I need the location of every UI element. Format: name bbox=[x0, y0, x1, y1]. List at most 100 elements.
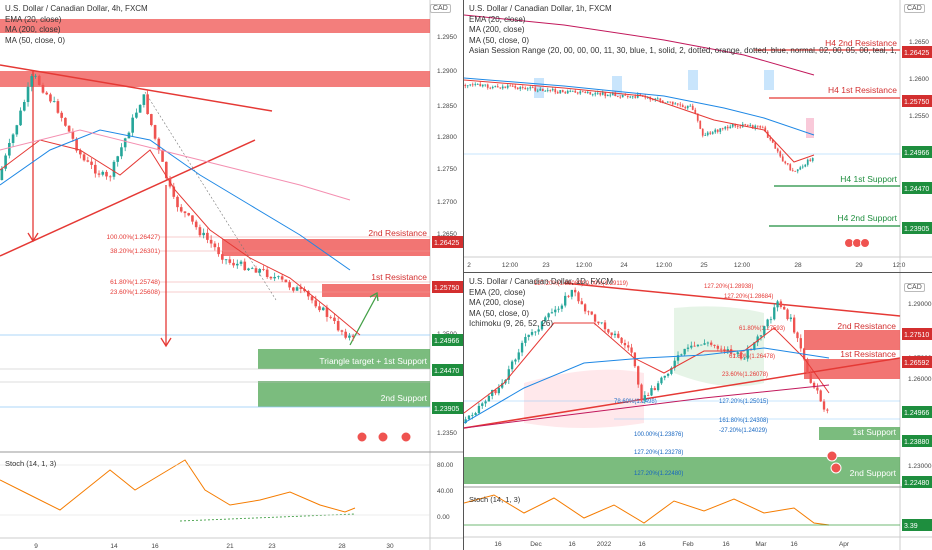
chart-panel-4h[interactable]: 2nd Resistance 1st Resistance Triangle tar… bbox=[0, 0, 463, 550]
candle-1d-candle bbox=[789, 317, 793, 320]
arrow-head bbox=[160, 337, 172, 348]
candle-1d-candle bbox=[769, 319, 773, 321]
candle-4h-candle bbox=[164, 161, 168, 179]
fib-label: -27.20%(1.24029) bbox=[719, 428, 767, 434]
candle-1h-candle bbox=[471, 84, 474, 86]
chart-1h-canvas[interactable]: H4 2nd Resistance H4 1st Resistance H4 1st… bbox=[464, 0, 932, 272]
candle-1h-candle bbox=[546, 90, 549, 91]
chart-4h-canvas[interactable]: 2nd Resistance 1st Resistance Triangle tar… bbox=[0, 0, 463, 550]
candle-1h-candle bbox=[631, 96, 634, 98]
ma-200-line bbox=[464, 14, 815, 76]
candle-1h-candle bbox=[716, 129, 719, 132]
candle-1d-candle bbox=[500, 383, 504, 388]
chart-panel-1d[interactable]: 2nd Resistance 1st Resistance 1st Support 2… bbox=[464, 273, 932, 550]
x-tick: 25 bbox=[700, 262, 708, 269]
y-tick: 1.2950 bbox=[437, 34, 457, 41]
candle-1d-candle bbox=[703, 343, 706, 345]
ema-20-line bbox=[0, 139, 361, 336]
candle-4h-candle bbox=[79, 150, 82, 155]
candle-1h-candle bbox=[796, 169, 799, 172]
asian-session-box bbox=[688, 70, 698, 90]
candle-1h-candle bbox=[701, 128, 704, 136]
x-tick: 30 bbox=[386, 543, 394, 550]
candle-1h-candle bbox=[714, 129, 717, 133]
candle-1h-candle bbox=[596, 92, 599, 94]
candle-1h-candle bbox=[591, 94, 594, 96]
y-tick: 1.2800 bbox=[437, 134, 457, 141]
candle-1d-candle bbox=[547, 313, 550, 318]
candle-1d-candle bbox=[617, 333, 620, 338]
arrow-head bbox=[369, 291, 379, 302]
candle-1h-candle bbox=[529, 87, 532, 89]
price-tag-bg bbox=[432, 236, 463, 248]
candle-1h-candle bbox=[779, 151, 782, 157]
candle-1h-candle bbox=[574, 90, 577, 93]
candle-4h-candle bbox=[254, 268, 258, 273]
candle-1h-candle bbox=[761, 127, 764, 129]
candle-1h-candle bbox=[669, 101, 672, 103]
candle-4h-candle bbox=[187, 213, 191, 216]
candle-1h-candle bbox=[719, 128, 722, 132]
event-flag-icon bbox=[826, 450, 838, 462]
price-tag-bg bbox=[902, 146, 932, 158]
x-tick: 14 bbox=[110, 543, 118, 550]
candle-1d-candle bbox=[514, 359, 517, 362]
price-tag: 1.26592 bbox=[904, 360, 929, 367]
fib-label: 78.60%(1.2498) bbox=[614, 399, 657, 405]
candle-1d-candle bbox=[799, 338, 802, 349]
y-tick: 1.2350 bbox=[437, 430, 457, 437]
session-box-pink bbox=[806, 118, 814, 138]
candle-1d-candle bbox=[477, 405, 481, 414]
candle-1h-candle bbox=[804, 164, 807, 167]
candle-1h-candle bbox=[489, 87, 492, 89]
fib-618: 61.80%(1.25748) bbox=[110, 279, 160, 286]
stoch-line bbox=[0, 459, 356, 513]
price-tag-bg bbox=[902, 328, 932, 340]
candle-4h-candle bbox=[265, 269, 269, 277]
candle-1d-candle bbox=[540, 321, 544, 330]
zone-1st-resistance bbox=[322, 284, 430, 297]
event-flag-icon bbox=[830, 462, 842, 474]
candle-1d-candle bbox=[786, 309, 789, 320]
price-tag: 1.24470 bbox=[904, 186, 929, 193]
candle-1d-candle bbox=[653, 388, 656, 391]
candle-1d-candle bbox=[686, 347, 690, 349]
price-tag-bg bbox=[432, 334, 463, 346]
candle-1h-candle bbox=[466, 85, 469, 87]
candle-1d-candle bbox=[696, 344, 700, 347]
candle-1h-candle bbox=[676, 103, 679, 105]
candle-1h-candle bbox=[506, 85, 509, 88]
price-tag: 1.25750 bbox=[904, 99, 929, 106]
candle-1d-candle bbox=[524, 336, 527, 343]
chart-1d-canvas[interactable]: 2nd Resistance 1st Resistance 1st Support 2… bbox=[464, 273, 932, 550]
trendline-lower bbox=[0, 139, 256, 257]
candle-1d-candle bbox=[590, 311, 593, 315]
y-tick: 1.2650 bbox=[909, 39, 929, 46]
candle-4h-candle bbox=[239, 261, 243, 264]
candle-4h-candle bbox=[344, 331, 347, 338]
candle-1h-candle bbox=[754, 125, 757, 129]
candle-1h-candle bbox=[566, 90, 569, 94]
candle-1h-candle bbox=[774, 142, 777, 149]
candle-1h-candle bbox=[521, 87, 524, 88]
candle-4h-candle bbox=[37, 75, 41, 85]
candle-4h-candle bbox=[8, 142, 11, 156]
candle-1d-candle bbox=[819, 390, 822, 402]
x-tick: 16 bbox=[151, 543, 159, 550]
price-tag: 1.24966 bbox=[904, 150, 929, 157]
fib-label: 127.20%(1.23278) bbox=[634, 450, 683, 456]
candle-1h-candle bbox=[756, 125, 759, 127]
candle-4h-candle bbox=[64, 117, 67, 126]
y-tick: 1.2750 bbox=[437, 166, 457, 173]
candle-1h-candle bbox=[616, 96, 619, 97]
label-1st-resistance: 1st Resistance bbox=[840, 349, 896, 359]
x-tick: Dec bbox=[530, 541, 542, 548]
candle-1h-candle bbox=[799, 167, 802, 170]
candle-1d-candle bbox=[484, 401, 487, 404]
candle-1h-candle bbox=[724, 126, 727, 129]
candle-1h-candle bbox=[496, 86, 499, 88]
candle-4h-candle bbox=[321, 307, 325, 311]
price-tag-bg bbox=[432, 281, 463, 293]
candle-1d-candle bbox=[806, 359, 809, 374]
chart-panel-1h[interactable]: H4 2nd Resistance H4 1st Resistance H4 1st… bbox=[464, 0, 932, 272]
